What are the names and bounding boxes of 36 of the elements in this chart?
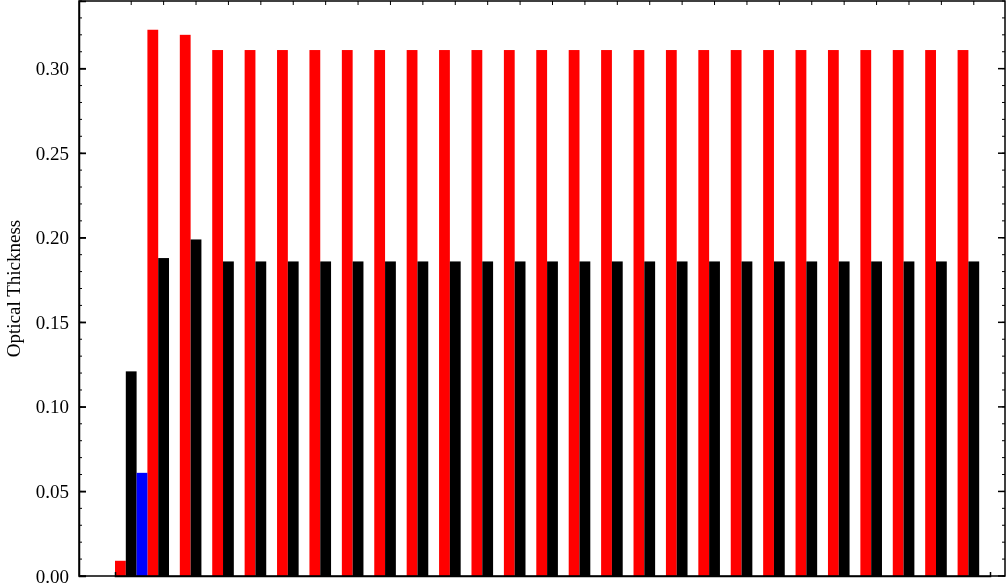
bar <box>665 50 677 576</box>
bar <box>212 50 224 576</box>
bar <box>374 50 386 576</box>
y-tick-label: 0.25 <box>35 142 69 164</box>
bar <box>147 29 159 576</box>
bar <box>763 50 774 576</box>
bar <box>244 50 256 576</box>
bar <box>698 50 710 576</box>
bar <box>309 50 321 576</box>
y-tick-label: 0.30 <box>35 58 69 80</box>
bar <box>136 472 148 576</box>
bar <box>568 50 580 576</box>
bar <box>827 50 839 576</box>
bar <box>439 50 450 576</box>
bar <box>115 560 126 576</box>
y-axis-title: Optical Thickness <box>3 219 24 358</box>
bar <box>277 50 288 576</box>
bar <box>892 50 904 576</box>
y-tick-label: 0.10 <box>35 396 69 418</box>
y-tick-label: 0.15 <box>35 311 69 333</box>
bar <box>601 50 612 576</box>
bar <box>406 50 418 576</box>
bar <box>341 50 353 576</box>
bar <box>179 34 191 576</box>
bar <box>503 50 515 576</box>
bar <box>795 50 807 576</box>
y-tick-label: 0.05 <box>35 481 69 503</box>
bar <box>730 50 742 576</box>
bar <box>471 50 483 576</box>
bar <box>860 50 872 576</box>
bar <box>957 50 969 576</box>
y-tick-label: 0.00 <box>35 565 69 584</box>
bar <box>633 50 645 576</box>
y-tick-label: 0.20 <box>35 227 69 249</box>
bar <box>536 50 548 576</box>
bar <box>925 50 936 576</box>
